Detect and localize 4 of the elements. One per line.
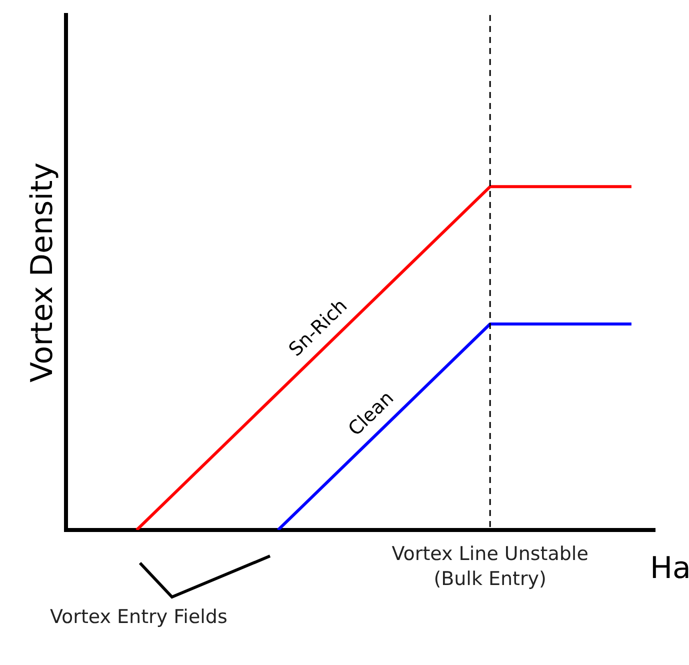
text: Vortex Entry Fields <box>50 606 228 628</box>
text: Vortex Line Unstable (Bulk Entry) <box>392 543 588 590</box>
x-axis-title: Ha <box>650 551 689 586</box>
y-axis-title: Vortex Density <box>24 162 60 382</box>
